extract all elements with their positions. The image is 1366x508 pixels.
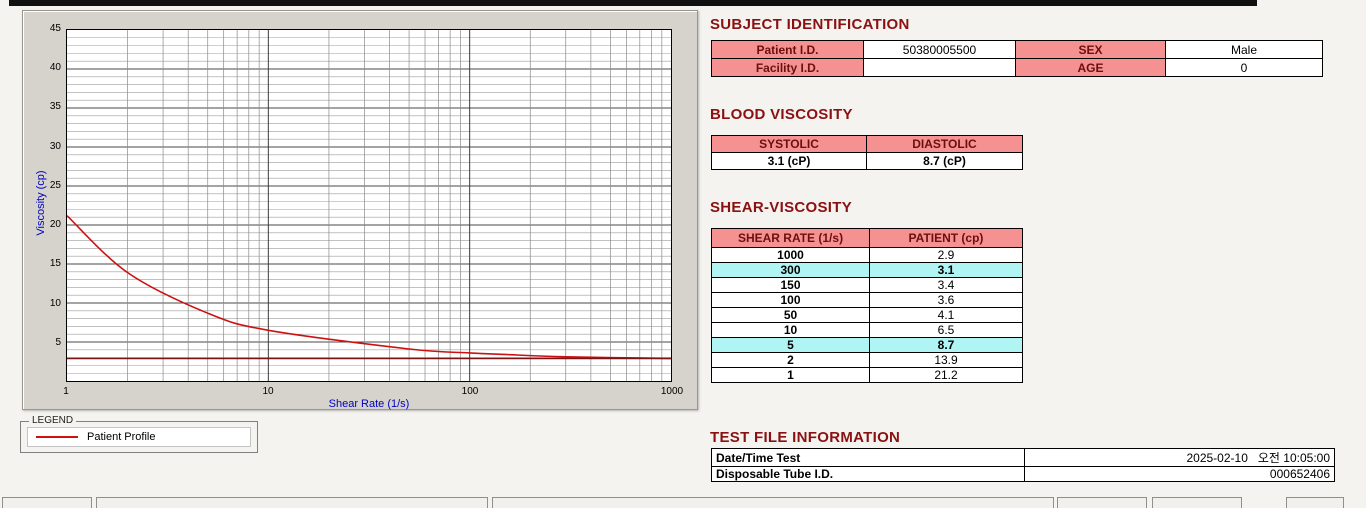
table-row: Facility I.D. AGE 0 xyxy=(711,58,1323,77)
table-row: Patient I.D. 50380005500 SEX Male xyxy=(711,40,1323,59)
shear-rate-cell: 100 xyxy=(711,292,870,308)
legend-line-sample xyxy=(36,436,78,438)
diastolic-header: DIASTOLIC xyxy=(866,135,1023,153)
disposable-tube-id-value: 000652406 xyxy=(1024,466,1335,482)
legend-box: LEGEND Patient Profile xyxy=(20,415,258,453)
age-label: AGE xyxy=(1015,58,1166,77)
viscosity-chart-panel: 5 10 15 20 25 30 35 40 45 1 10 100 1000 Viscosity (… xyxy=(22,10,698,410)
sex-label: SEX xyxy=(1015,40,1166,59)
systolic-header: SYSTOLIC xyxy=(711,135,867,153)
systolic-value: 3.1 (cP) xyxy=(711,152,867,170)
patient-cp-cell: 3.1 xyxy=(869,262,1023,278)
y-tick-label: 10 xyxy=(49,297,61,309)
table-row: Disposable Tube I.D. 000652406 xyxy=(711,466,1335,482)
viscosity-plot xyxy=(66,29,672,382)
patient-cp-cell: 21.2 xyxy=(869,367,1023,383)
patient-cp-cell: 3.6 xyxy=(869,292,1023,308)
test-file-information-title: TEST FILE INFORMATION xyxy=(710,429,901,446)
facility-id-label: Facility I.D. xyxy=(711,58,864,77)
patient-id-value: 50380005500 xyxy=(863,40,1016,59)
patient-cp-cell: 3.4 xyxy=(869,277,1023,293)
shear-rate-cell: 5 xyxy=(711,337,870,353)
shear-rate-cell: 2 xyxy=(711,352,870,368)
x-axis-label: Shear Rate (1/s) xyxy=(328,398,410,410)
shear-viscosity-table: SHEAR RATE (1/s) PATIENT (cp) 1000 2.9 3… xyxy=(711,228,1023,383)
subject-identification-table: Patient I.D. 50380005500 SEX Male Facili… xyxy=(711,40,1323,77)
shear-row: 150 3.4 xyxy=(711,277,1023,293)
shear-rate-cell: 1 xyxy=(711,367,870,383)
bottom-button-1[interactable] xyxy=(2,497,92,508)
shear-row: 100 3.6 xyxy=(711,292,1023,308)
y-tick-label: 25 xyxy=(49,179,61,191)
y-tick-label: 20 xyxy=(49,219,61,231)
y-tick-label: 45 xyxy=(49,23,61,34)
date-time-test-value: 2025-02-10 오전 10:05:00 xyxy=(1024,448,1335,467)
x-tick-label: 1 xyxy=(63,386,69,397)
shear-row: 1 21.2 xyxy=(711,367,1023,383)
viscosity-plot-svg xyxy=(67,30,671,381)
table-row: SYSTOLIC DIASTOLIC xyxy=(711,135,1023,153)
date-time-test-label: Date/Time Test xyxy=(711,448,1025,467)
shear-row: 5 8.7 xyxy=(711,337,1023,353)
bottom-button-4[interactable] xyxy=(1057,497,1147,508)
y-tick-label: 30 xyxy=(49,140,61,152)
y-axis-label: Viscosity (cp) xyxy=(35,170,47,236)
subject-identification-title: SUBJECT IDENTIFICATION xyxy=(710,16,910,33)
facility-id-value xyxy=(863,58,1016,77)
shear-viscosity-title: SHEAR-VISCOSITY xyxy=(710,199,853,216)
blood-viscosity-table: SYSTOLIC DIASTOLIC 3.1 (cP) 8.7 (cP) xyxy=(711,135,1023,170)
patient-cp-cell: 2.9 xyxy=(869,247,1023,263)
blood-viscosity-title: BLOOD VISCOSITY xyxy=(710,106,853,123)
patient-cp-cell: 13.9 xyxy=(869,352,1023,368)
legend-entry-label: Patient Profile xyxy=(87,431,156,443)
shear-row: 10 6.5 xyxy=(711,322,1023,338)
shear-row: 2 13.9 xyxy=(711,352,1023,368)
shear-rate-header: SHEAR RATE (1/s) xyxy=(711,228,870,248)
x-tick-label: 100 xyxy=(461,386,479,397)
legend-entry: Patient Profile xyxy=(27,427,251,447)
bottom-button-3[interactable] xyxy=(492,497,1054,508)
shear-row: 1000 2.9 xyxy=(711,247,1023,263)
legend-title: LEGEND xyxy=(29,415,77,426)
sex-value: Male xyxy=(1165,40,1323,59)
patient-cp-cell: 4.1 xyxy=(869,307,1023,323)
x-tick-label: 10 xyxy=(262,386,274,397)
y-tick-label: 35 xyxy=(49,101,61,113)
table-row: 3.1 (cP) 8.7 (cP) xyxy=(711,152,1023,170)
patient-cp-cell: 8.7 xyxy=(869,337,1023,353)
disposable-tube-id-label: Disposable Tube I.D. xyxy=(711,466,1025,482)
patient-cp-cell: 6.5 xyxy=(869,322,1023,338)
bottom-button-5[interactable] xyxy=(1152,497,1242,508)
table-row: Date/Time Test 2025-02-10 오전 10:05:00 xyxy=(711,448,1335,467)
bottom-button-6[interactable] xyxy=(1286,497,1344,508)
x-tick-label: 1000 xyxy=(660,386,684,397)
diastolic-value: 8.7 (cP) xyxy=(866,152,1023,170)
window-top-strip xyxy=(9,0,1257,6)
shear-rate-cell: 1000 xyxy=(711,247,870,263)
shear-rate-cell: 300 xyxy=(711,262,870,278)
patient-cp-header: PATIENT (cp) xyxy=(869,228,1023,248)
shear-rate-cell: 150 xyxy=(711,277,870,293)
shear-row: 300 3.1 xyxy=(711,262,1023,278)
y-tick-label: 5 xyxy=(55,336,61,348)
shear-row: 50 4.1 xyxy=(711,307,1023,323)
y-tick-label: 15 xyxy=(49,258,61,270)
shear-rate-cell: 50 xyxy=(711,307,870,323)
table-header-row: SHEAR RATE (1/s) PATIENT (cp) xyxy=(711,228,1023,248)
y-tick-label: 40 xyxy=(49,62,61,74)
test-file-information-table: Date/Time Test 2025-02-10 오전 10:05:00 Di… xyxy=(711,448,1335,482)
bottom-button-2[interactable] xyxy=(96,497,488,508)
patient-id-label: Patient I.D. xyxy=(711,40,864,59)
age-value: 0 xyxy=(1165,58,1323,77)
shear-rate-cell: 10 xyxy=(711,322,870,338)
